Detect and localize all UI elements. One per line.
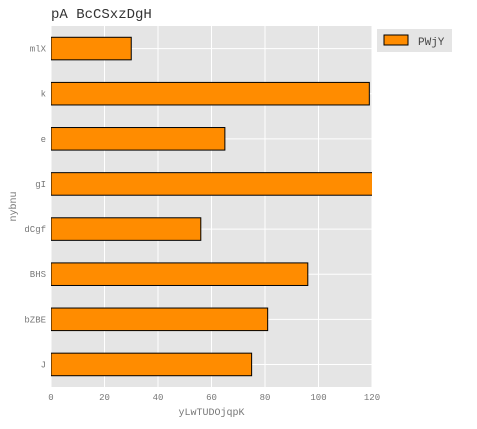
x-tick-label: 100 xyxy=(310,393,326,403)
x-tick-label: 20 xyxy=(99,393,110,403)
bar-dCgf xyxy=(51,217,202,241)
legend-label: PWjY xyxy=(418,37,445,49)
bar-J xyxy=(51,352,253,377)
x-axis-title: yLwTUDOjqpK xyxy=(178,407,244,419)
y-tick-label: dCgf xyxy=(24,225,46,235)
bar-BHS xyxy=(51,262,309,286)
bars xyxy=(51,36,372,377)
y-axis-title: nybnu xyxy=(8,191,20,221)
y-tick-label: e xyxy=(41,135,46,145)
bar-e xyxy=(51,127,226,151)
y-tick-label: k xyxy=(41,90,46,100)
x-tick-label: 60 xyxy=(206,393,217,403)
legend: PWjY xyxy=(377,29,452,52)
bar-k xyxy=(51,81,370,106)
y-tick-label: mlX xyxy=(30,45,47,55)
x-tick-label: 0 xyxy=(48,393,53,403)
axes: 0 20 40 60 80 100 120 mlX k e gI dCgf BHS bZBE J xyxy=(24,45,380,403)
y-tick-label: BHS xyxy=(30,270,46,280)
bar-bZBE xyxy=(51,307,269,332)
y-tick-label: gI xyxy=(35,180,46,190)
y-tick-label: bZBE xyxy=(24,315,46,325)
x-tick-label: 40 xyxy=(153,393,164,403)
bar-gI xyxy=(51,172,372,196)
bar-mlX xyxy=(51,36,132,61)
y-tick-label: J xyxy=(41,360,46,370)
legend-swatch xyxy=(383,34,409,46)
chart-title: pA BcCSxzDgH xyxy=(51,7,152,23)
x-tick-label: 80 xyxy=(260,393,271,403)
x-tick-label: 120 xyxy=(364,393,380,403)
